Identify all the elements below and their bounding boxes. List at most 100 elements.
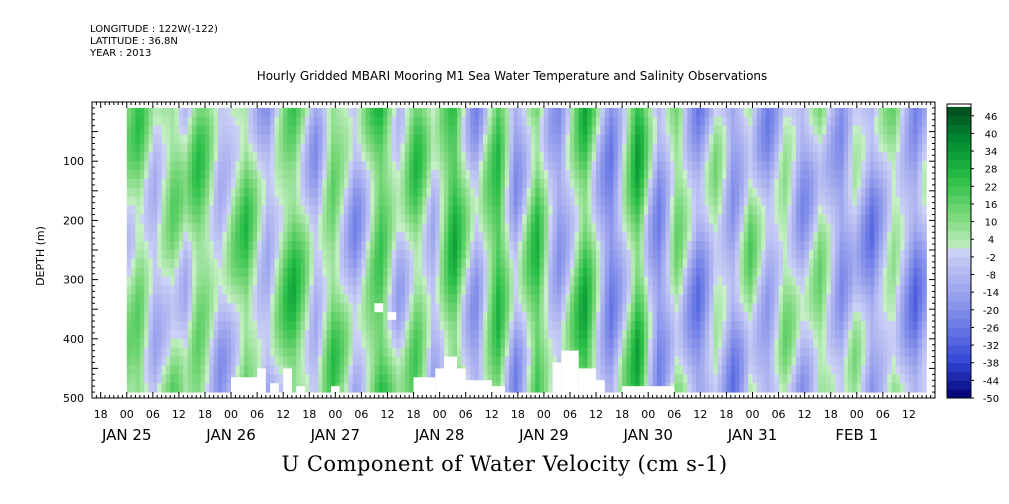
heatmap-cell	[769, 223, 775, 233]
heatmap-cell	[756, 223, 762, 233]
heatmap-cell	[165, 312, 171, 322]
heatmap-cell	[700, 187, 706, 198]
heatmap-cell	[491, 178, 497, 189]
heatmap-cell	[435, 125, 441, 136]
heatmap-cell	[491, 187, 497, 198]
heatmap-cell	[496, 107, 501, 118]
heatmap-cell	[526, 134, 532, 144]
heatmap-cell	[596, 223, 601, 233]
heatmap-cell	[604, 276, 610, 287]
heatmap-cell	[622, 214, 627, 224]
heatmap-cell	[239, 267, 245, 278]
heatmap-cell	[257, 285, 262, 295]
heatmap-cell	[204, 356, 210, 366]
heatmap-cell	[248, 107, 254, 118]
heatmap-cell	[517, 134, 523, 144]
heatmap-cell	[635, 329, 641, 340]
heatmap-cell	[304, 383, 310, 393]
heatmap-cell	[344, 161, 349, 171]
heatmap-cell	[383, 267, 388, 278]
heatmap-cell	[587, 187, 593, 198]
heatmap-cell	[461, 241, 467, 251]
heatmap-cell	[578, 321, 584, 331]
heatmap-cell	[404, 170, 410, 180]
heatmap-cell	[426, 232, 432, 242]
heatmap-cell	[513, 107, 519, 118]
heatmap-cell	[665, 107, 671, 118]
heatmap-cell	[344, 214, 349, 224]
heatmap-cell	[257, 170, 262, 180]
heatmap-cell	[370, 214, 375, 224]
heatmap-cell	[235, 214, 241, 224]
heatmap-cell	[604, 338, 610, 349]
heatmap-cell	[139, 250, 145, 260]
heatmap-cell	[722, 116, 727, 127]
heatmap-cell	[656, 329, 662, 340]
heatmap-cell	[756, 116, 762, 127]
heatmap-cell	[161, 241, 167, 251]
heatmap-cell	[496, 232, 501, 242]
heatmap-cell	[600, 241, 606, 251]
heatmap-cell	[548, 338, 554, 349]
heatmap-cell	[730, 276, 736, 287]
heatmap-cell	[222, 329, 228, 340]
heatmap-cell	[183, 196, 189, 207]
heatmap-cell	[352, 338, 358, 349]
heatmap-cell	[126, 294, 132, 304]
heatmap-cell	[648, 143, 654, 153]
heatmap-cell	[591, 214, 597, 224]
heatmap-cell	[404, 321, 410, 331]
heatmap-cell	[461, 223, 467, 233]
heatmap-cell	[735, 285, 740, 295]
heatmap-cell	[457, 125, 462, 136]
heatmap-cell	[244, 134, 249, 144]
heatmap-cell	[487, 232, 493, 242]
heatmap-cell	[161, 107, 167, 118]
heatmap-cell	[126, 223, 132, 233]
heatmap-cell	[483, 365, 488, 375]
heatmap-cell	[517, 374, 523, 384]
heatmap-cell	[530, 347, 536, 358]
heatmap-cell	[430, 285, 436, 295]
heatmap-cell	[730, 196, 736, 207]
heatmap-cell	[678, 232, 684, 242]
heatmap-cell	[283, 214, 289, 224]
heatmap-cell	[583, 161, 588, 171]
heatmap-cell	[148, 125, 154, 136]
heatmap-cell	[439, 178, 445, 189]
heatmap-cell	[765, 134, 771, 144]
heatmap-cell	[548, 134, 554, 144]
heatmap-cell	[461, 178, 467, 189]
heatmap-cell	[352, 107, 358, 118]
heatmap-cell	[235, 205, 241, 215]
heatmap-cell	[248, 312, 254, 322]
heatmap-cell	[144, 107, 149, 118]
heatmap-cell	[782, 250, 788, 260]
heatmap-cell	[656, 178, 662, 189]
heatmap-cell	[517, 267, 523, 278]
heatmap-cell	[522, 214, 528, 224]
heatmap-cell	[739, 187, 745, 198]
heatmap-cell	[674, 285, 680, 295]
heatmap-cell	[374, 258, 380, 269]
heatmap-cell	[252, 161, 258, 171]
heatmap-cell	[617, 152, 623, 162]
heatmap-cell	[517, 241, 523, 251]
heatmap-cell	[383, 365, 388, 375]
heatmap-cell	[174, 107, 180, 118]
heatmap-cell	[170, 214, 176, 224]
heatmap-cell	[152, 250, 158, 260]
heatmap-cell	[317, 170, 323, 180]
heatmap-cell	[357, 383, 362, 393]
heatmap-cell	[700, 321, 706, 331]
heatmap-cell	[704, 303, 710, 313]
heatmap-cell	[439, 107, 445, 118]
heatmap-cell	[409, 276, 415, 287]
heatmap-cell	[665, 214, 671, 224]
heatmap-cell	[765, 356, 771, 366]
heatmap-cell	[552, 170, 558, 180]
heatmap-cell	[157, 214, 163, 224]
heatmap-cell	[170, 285, 176, 295]
heatmap-cell	[135, 258, 141, 269]
heatmap-cell	[387, 250, 393, 260]
